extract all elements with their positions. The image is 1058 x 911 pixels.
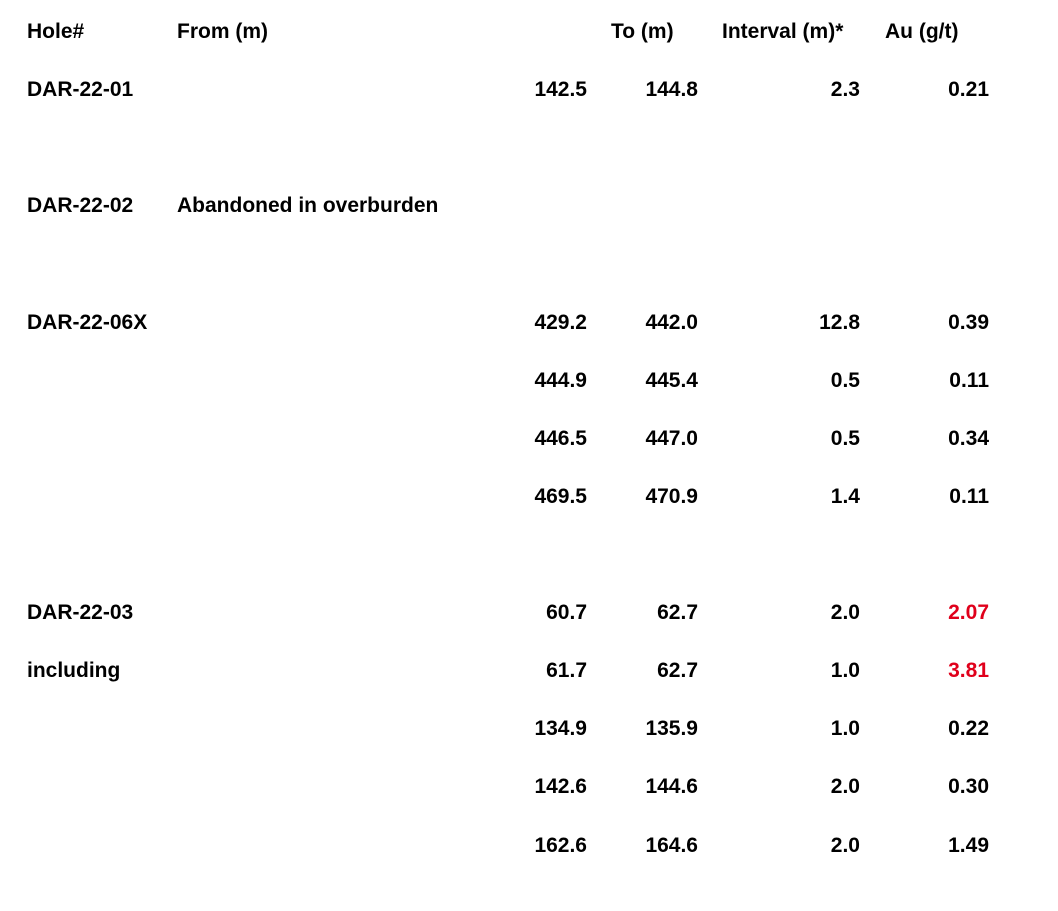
table-header-row: Hole# From (m) To (m) Interval (m)* Au (… — [0, 17, 1058, 47]
cell-interval: 0.5 — [830, 369, 860, 392]
cell-hole: DAR-22-01 — [27, 78, 134, 101]
cell-interval: 12.8 — [819, 311, 860, 334]
cell-to: 144.6 — [645, 775, 698, 798]
table-row: 142.6 144.6 2.0 0.30 — [0, 772, 1058, 802]
cell-au: 0.39 — [948, 311, 989, 334]
cell-from: 142.6 — [534, 775, 587, 798]
cell-from: 162.6 — [534, 834, 587, 857]
cell-hole: including — [27, 659, 121, 682]
cell-au: 0.30 — [948, 775, 989, 798]
cell-from: 60.7 — [546, 601, 587, 624]
cell-from: 446.5 — [534, 427, 587, 450]
table-row: DAR-22-01 142.5 144.8 2.3 0.21 — [0, 75, 1058, 105]
cell-au: 1.49 — [948, 834, 989, 857]
cell-au: 0.21 — [948, 78, 989, 101]
cell-interval: 1.0 — [830, 717, 860, 740]
header-to: To (m) — [611, 20, 674, 43]
table-row: 446.5 447.0 0.5 0.34 — [0, 424, 1058, 454]
cell-to: 470.9 — [645, 485, 698, 508]
cell-to: 62.7 — [657, 601, 698, 624]
cell-from: 444.9 — [534, 369, 587, 392]
cell-hole: DAR-22-06X — [27, 311, 148, 334]
cell-au: 2.07 — [948, 601, 989, 624]
cell-from: 429.2 — [534, 311, 587, 334]
cell-to: 135.9 — [645, 717, 698, 740]
cell-interval: 1.4 — [830, 485, 860, 508]
table-row: DAR-22-06X 429.2 442.0 12.8 0.39 — [0, 308, 1058, 338]
cell-hole: DAR-22-02 — [27, 194, 134, 217]
table-row: 469.5 470.9 1.4 0.11 — [0, 482, 1058, 512]
cell-to: 62.7 — [657, 659, 698, 682]
cell-interval: 2.3 — [830, 78, 860, 101]
table-row: 134.9 135.9 1.0 0.22 — [0, 714, 1058, 744]
header-interval: Interval (m)* — [722, 20, 844, 43]
header-au: Au (g/t) — [885, 20, 959, 43]
table-row: 444.9 445.4 0.5 0.11 — [0, 366, 1058, 396]
table-row: DAR-22-03 60.7 62.7 2.0 2.07 — [0, 598, 1058, 628]
cell-au: 0.11 — [949, 369, 989, 392]
cell-from: 134.9 — [534, 717, 587, 740]
cell-to: 144.8 — [645, 78, 698, 101]
cell-from: 61.7 — [546, 659, 587, 682]
header-from: From (m) — [177, 20, 268, 43]
cell-from: 469.5 — [534, 485, 587, 508]
cell-interval: 2.0 — [830, 775, 860, 798]
table-row: DAR-22-02 Abandoned in overburden — [0, 191, 1058, 221]
cell-au: 0.34 — [948, 427, 989, 450]
cell-interval: 1.0 — [830, 659, 860, 682]
cell-note: Abandoned in overburden — [177, 194, 439, 217]
table-row: including 61.7 62.7 1.0 3.81 — [0, 656, 1058, 686]
header-hole: Hole# — [27, 20, 85, 43]
cell-au: 3.81 — [948, 659, 989, 682]
cell-from: 142.5 — [534, 78, 587, 101]
cell-to: 164.6 — [645, 834, 698, 857]
cell-to: 442.0 — [645, 311, 698, 334]
cell-interval: 0.5 — [830, 427, 860, 450]
cell-to: 447.0 — [645, 427, 698, 450]
cell-interval: 2.0 — [830, 601, 860, 624]
cell-hole: DAR-22-03 — [27, 601, 134, 624]
cell-to: 445.4 — [645, 369, 698, 392]
table-row: 162.6 164.6 2.0 1.49 — [0, 831, 1058, 861]
cell-interval: 2.0 — [830, 834, 860, 857]
cell-au: 0.22 — [948, 717, 989, 740]
cell-au: 0.11 — [949, 485, 989, 508]
